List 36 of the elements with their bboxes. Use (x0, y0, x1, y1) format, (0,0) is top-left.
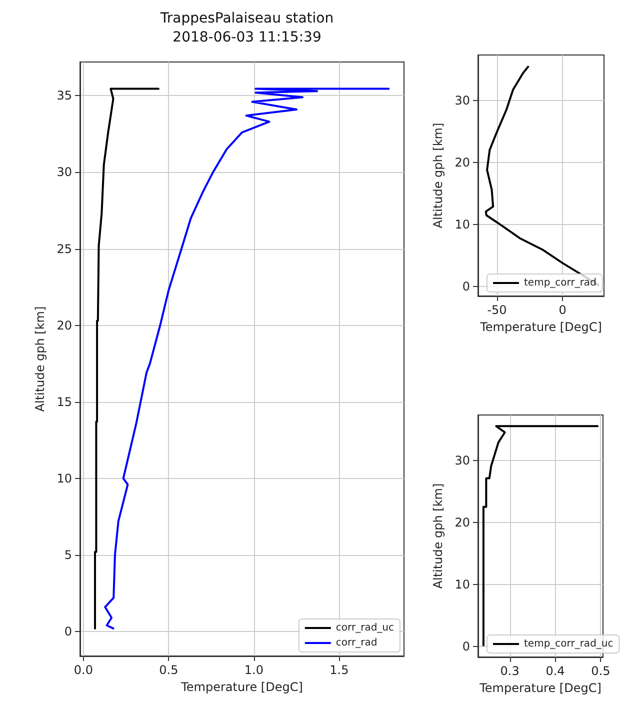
y-tick-label: 0 (462, 639, 470, 654)
x-tick-label: -50 (487, 303, 507, 317)
x-tick-label: 0.0 (74, 663, 93, 677)
y-tick-label: 0 (64, 624, 72, 639)
legend-label: temp_corr_rad (524, 278, 596, 288)
y-tick-label: 20 (454, 155, 470, 170)
y-tick-label: 10 (454, 577, 470, 592)
x-axis-title: Temperature [DegC] (478, 680, 602, 695)
y-tick-label: 5 (64, 548, 72, 562)
y-tick-label: 30 (454, 453, 470, 468)
y-tick-label: 10 (454, 218, 470, 232)
legend-label: corr_rad (336, 638, 378, 648)
y-tick-label: 15 (56, 394, 72, 409)
y-tick-label: 0 (462, 280, 470, 294)
y-axis-title: Altitude gph [km] (430, 122, 445, 228)
x-tick-label: 0.5 (591, 664, 610, 678)
x-axis-title: Temperature [DegC] (479, 320, 602, 334)
x-tick-label: 0.5 (159, 663, 178, 677)
y-tick-label: 20 (56, 318, 72, 332)
y-tick-label: 20 (454, 515, 470, 530)
legend-label: temp_corr_rad_uc (524, 638, 614, 650)
chart-title: TrappesPalaiseau station 2018-06-03 11:15:39 (159, 10, 334, 46)
y-tick-label: 30 (56, 165, 72, 180)
y-tick-label: 30 (454, 93, 470, 108)
y-tick-label: 10 (56, 471, 72, 486)
y-axis-title: Altitude gph [km] (430, 483, 445, 589)
x-tick-label: 0.4 (546, 664, 565, 678)
y-tick-label: 25 (56, 242, 72, 256)
y-tick-label: 35 (56, 88, 72, 103)
x-tick-label: 0.3 (500, 664, 520, 678)
x-tick-label: 1.5 (330, 663, 349, 677)
y-axis-title: Altitude gph [km] (32, 306, 47, 412)
x-tick-label: 1.0 (244, 663, 264, 677)
x-axis-title: Temperature [DegC] (180, 680, 303, 694)
legend-label: corr_rad_uc (336, 622, 394, 634)
line-series (94, 88, 160, 630)
